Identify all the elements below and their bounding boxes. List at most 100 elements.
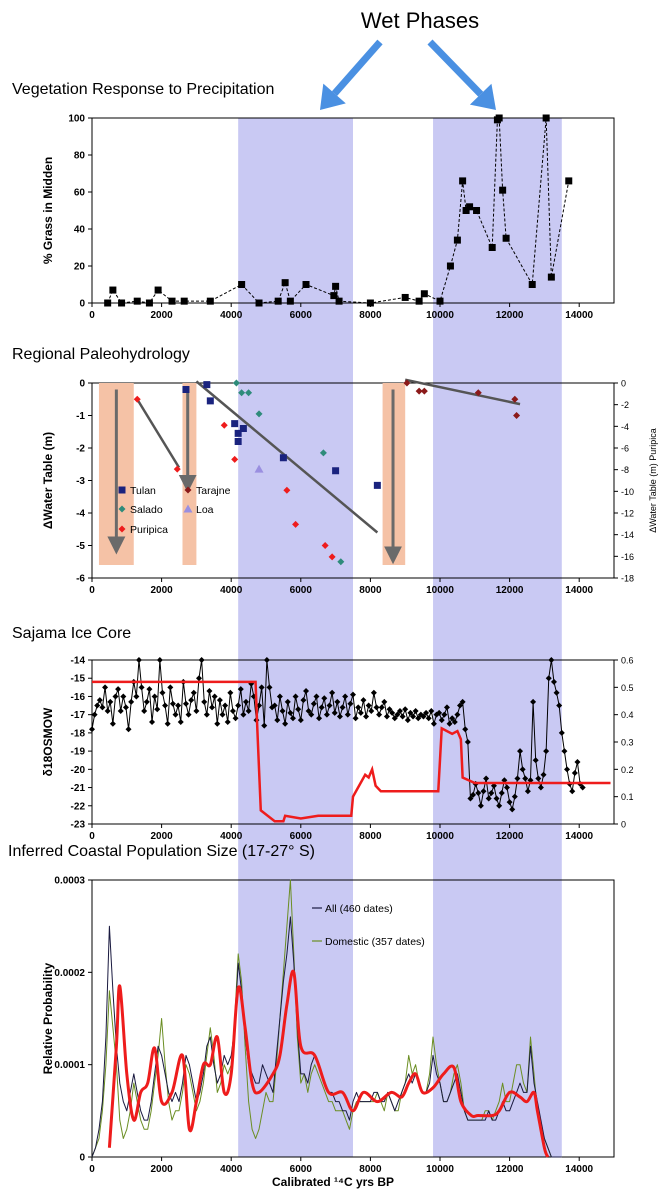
grass-point [528, 281, 536, 288]
legend-label-puripica: Puripica [130, 524, 168, 536]
x-tick-label: 2000 [150, 585, 173, 596]
d18o-point [229, 708, 236, 715]
y-right-tick-label: -4 [621, 422, 629, 432]
x-tick-label: 10000 [426, 831, 454, 842]
d18o-point [91, 711, 98, 718]
d18o-point [511, 793, 518, 800]
y-axis-label: % Grass in Midden [41, 157, 55, 264]
d18o-point [402, 706, 409, 713]
y-tick-label: -20 [71, 765, 86, 776]
hydro-point-tarajne [415, 387, 423, 395]
grass-point [565, 177, 573, 185]
d18o-point [198, 657, 205, 663]
d18o-point [344, 711, 351, 718]
d18o-point [545, 675, 552, 682]
y-right-tick-label: 0.2 [621, 765, 634, 775]
d18o-point [99, 704, 106, 711]
x-tick-label: 6000 [290, 1164, 313, 1175]
d18o-point [242, 698, 249, 705]
d18o-point [441, 711, 448, 718]
y-right-tick-label: -12 [621, 509, 634, 519]
d18o-point [363, 713, 370, 720]
hydro-point-tarajne [511, 395, 519, 403]
d18o-point [537, 784, 544, 791]
d18o-point [360, 697, 367, 704]
d18o-point [235, 702, 242, 709]
d18o-point [120, 693, 127, 700]
d18o-point [303, 687, 310, 694]
panel-title: Vegetation Response to Precipitation [12, 81, 274, 98]
wet-phases-arrows [320, 39, 496, 110]
panels: Vegetation Response to Precipitation 0 200… [8, 81, 658, 1189]
hydro-point-salado [337, 558, 345, 566]
y-right-tick-label: 0.3 [621, 738, 634, 748]
hydro-point-puripica [292, 520, 300, 528]
y-tick-label: -22 [71, 801, 86, 812]
hydro-point-tulan [279, 454, 287, 462]
y-tick-label: -6 [76, 574, 85, 585]
d18o-point [459, 698, 466, 705]
grass-point [415, 297, 423, 305]
d18o-point [232, 715, 239, 722]
x-tick-label: 12000 [496, 310, 524, 321]
x-tick-label: 0 [89, 831, 95, 842]
d18o-point [365, 702, 372, 709]
d18o-point [133, 693, 140, 700]
x-tick-label: 10000 [426, 585, 454, 596]
y-tick-label: -14 [71, 656, 86, 667]
y-tick-label: -16 [71, 692, 86, 703]
x-tick-label: 8000 [359, 831, 382, 842]
d18o-point [219, 711, 226, 718]
y-tick-label: 0 [79, 1153, 85, 1164]
grass-point [154, 286, 162, 294]
grass-point [488, 244, 496, 251]
y-axis-label: δ18OSMOW [41, 707, 55, 776]
y-right-tick-label: -16 [621, 552, 634, 562]
d18o-point [475, 790, 482, 797]
d18o-point [209, 704, 216, 711]
y-tick-label: 0 [79, 299, 85, 310]
d18o-point [206, 687, 213, 694]
d18o-point [509, 806, 516, 813]
hydro-point-puripica [321, 542, 329, 549]
d18o-point [216, 697, 223, 704]
d18o-point [376, 711, 383, 718]
legend-label-all: All (460 dates) [325, 903, 393, 915]
d18o-point [462, 726, 469, 733]
y-right-tick-label: 0.5 [621, 683, 634, 693]
d18o-point [188, 697, 195, 704]
d18o-point [556, 702, 563, 709]
grass-point [118, 299, 126, 307]
legend-marker-salado [118, 505, 126, 513]
grass-point [145, 299, 153, 307]
x-tick-label: 8000 [359, 585, 382, 596]
d18o-point [558, 729, 565, 736]
d18o-point [282, 720, 289, 727]
d18o-point [540, 771, 547, 778]
x-tick-label: 12000 [496, 1164, 524, 1175]
x-tick-label: 4000 [220, 1164, 243, 1175]
d18o-point [149, 718, 156, 725]
d18o-point [564, 766, 571, 773]
d18o-point [532, 757, 539, 764]
d18o-point [169, 700, 176, 707]
d18o-point [117, 708, 124, 715]
wet-arrow-head-2 [469, 83, 496, 110]
legend-label-domestic: Domestic (357 dates) [325, 936, 425, 948]
grass-point [436, 297, 444, 305]
grass-point [109, 286, 117, 294]
d18o-point [167, 684, 174, 691]
legend-label-tarajne: Tarajne [196, 485, 231, 497]
d18o-point [289, 715, 296, 722]
header: Wet Phases [320, 8, 496, 110]
red-proxy-line [92, 680, 611, 823]
hydro-point-tulan [203, 381, 211, 389]
d18o-point [138, 684, 145, 691]
d18o-point [571, 769, 578, 776]
d18o-point [112, 693, 119, 700]
y-tick-label: -5 [76, 541, 85, 552]
legend-marker-loa [183, 504, 193, 513]
d18o-point [266, 684, 273, 691]
grass-point [206, 297, 214, 305]
y-right-tick-label: -18 [621, 574, 634, 584]
